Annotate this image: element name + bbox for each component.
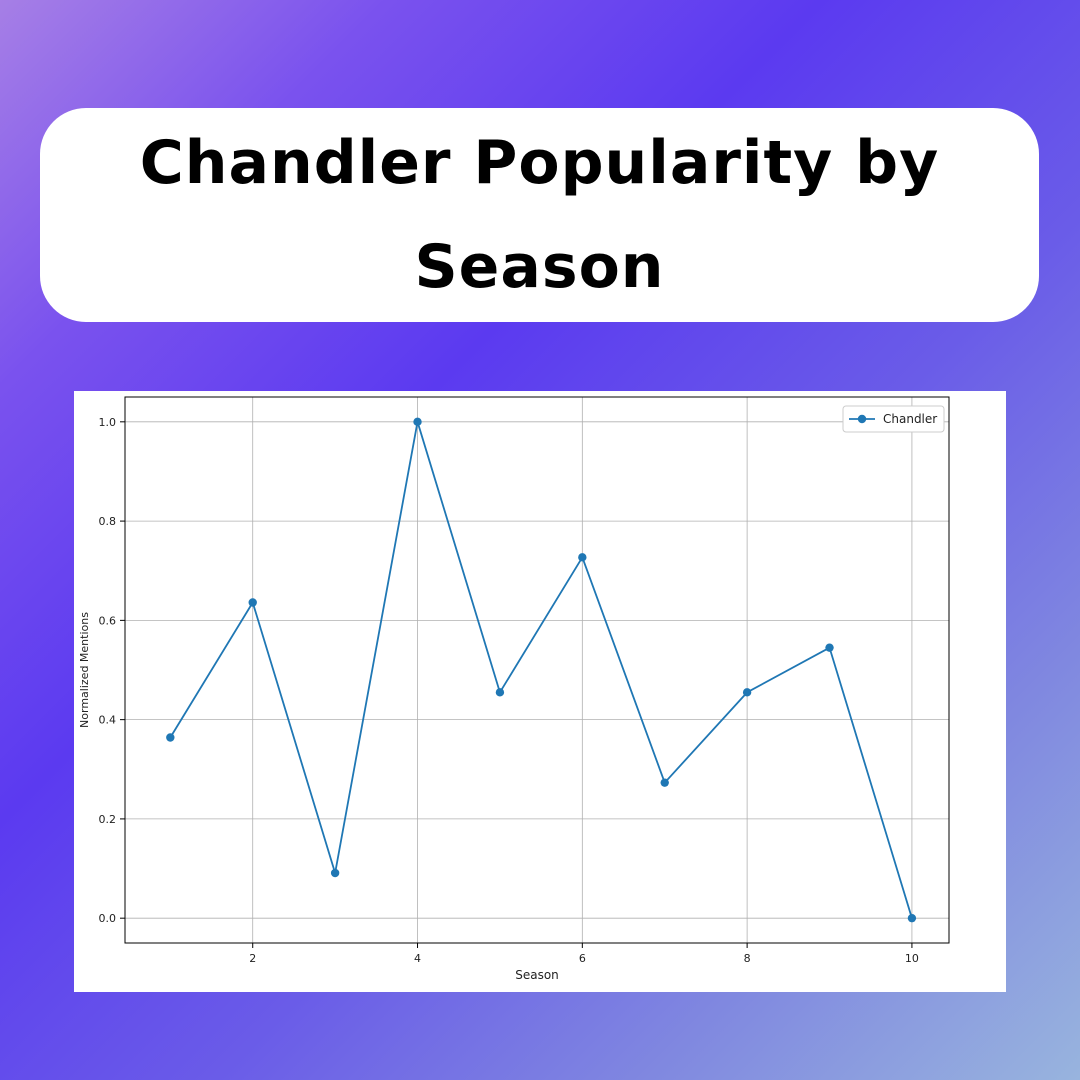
data-point [660, 778, 669, 787]
data-point [495, 688, 505, 697]
page-title: Chandler Popularity by Season [139, 128, 940, 302]
legend-box [842, 405, 945, 433]
data-point [166, 733, 175, 742]
y-tick-label: 1.0 [99, 416, 117, 429]
x-tick-label: 4 [414, 952, 421, 965]
plot-frame [124, 396, 950, 944]
data-point [742, 688, 752, 697]
x-tick-label: 8 [744, 952, 751, 965]
x-tick-label: 6 [579, 952, 586, 965]
series-line-chandler [169, 420, 913, 919]
legend-label: Chandler [883, 412, 937, 426]
data-point [330, 868, 340, 878]
axes-layer: 2 4 6 8 10 0.0 0.2 0.4 0.6 0.8 1.0 Season Normalized… [78, 396, 950, 982]
y-axis-label: Normalized Mentions [78, 612, 91, 728]
x-axis-label: Season [515, 968, 559, 982]
chart-panel: 2 4 6 8 10 0.0 0.2 0.4 0.6 0.8 1.0 Season Normalized… [74, 391, 1006, 992]
data-point [825, 643, 834, 652]
series-layer [166, 417, 917, 923]
data-point [578, 553, 587, 562]
y-tick-label: 0.4 [99, 714, 117, 727]
x-tick-label: 2 [249, 952, 256, 965]
grid-layer [125, 397, 949, 943]
data-point [907, 913, 917, 923]
legend-marker [857, 414, 867, 424]
data-point [413, 417, 422, 427]
data-point [248, 598, 257, 607]
x-tick-label: 10 [905, 952, 919, 965]
y-tick-label: 0.2 [99, 813, 117, 826]
y-tick-label: 0.0 [99, 912, 117, 925]
legend-layer: Chandler [842, 405, 945, 433]
y-tick-label: 0.6 [99, 614, 117, 627]
title-card: Chandler Popularity by Season [40, 108, 1039, 322]
y-tick-label: 0.8 [99, 515, 117, 528]
line-chart: 2 4 6 8 10 0.0 0.2 0.4 0.6 0.8 1.0 Season Normalized… [78, 396, 950, 982]
